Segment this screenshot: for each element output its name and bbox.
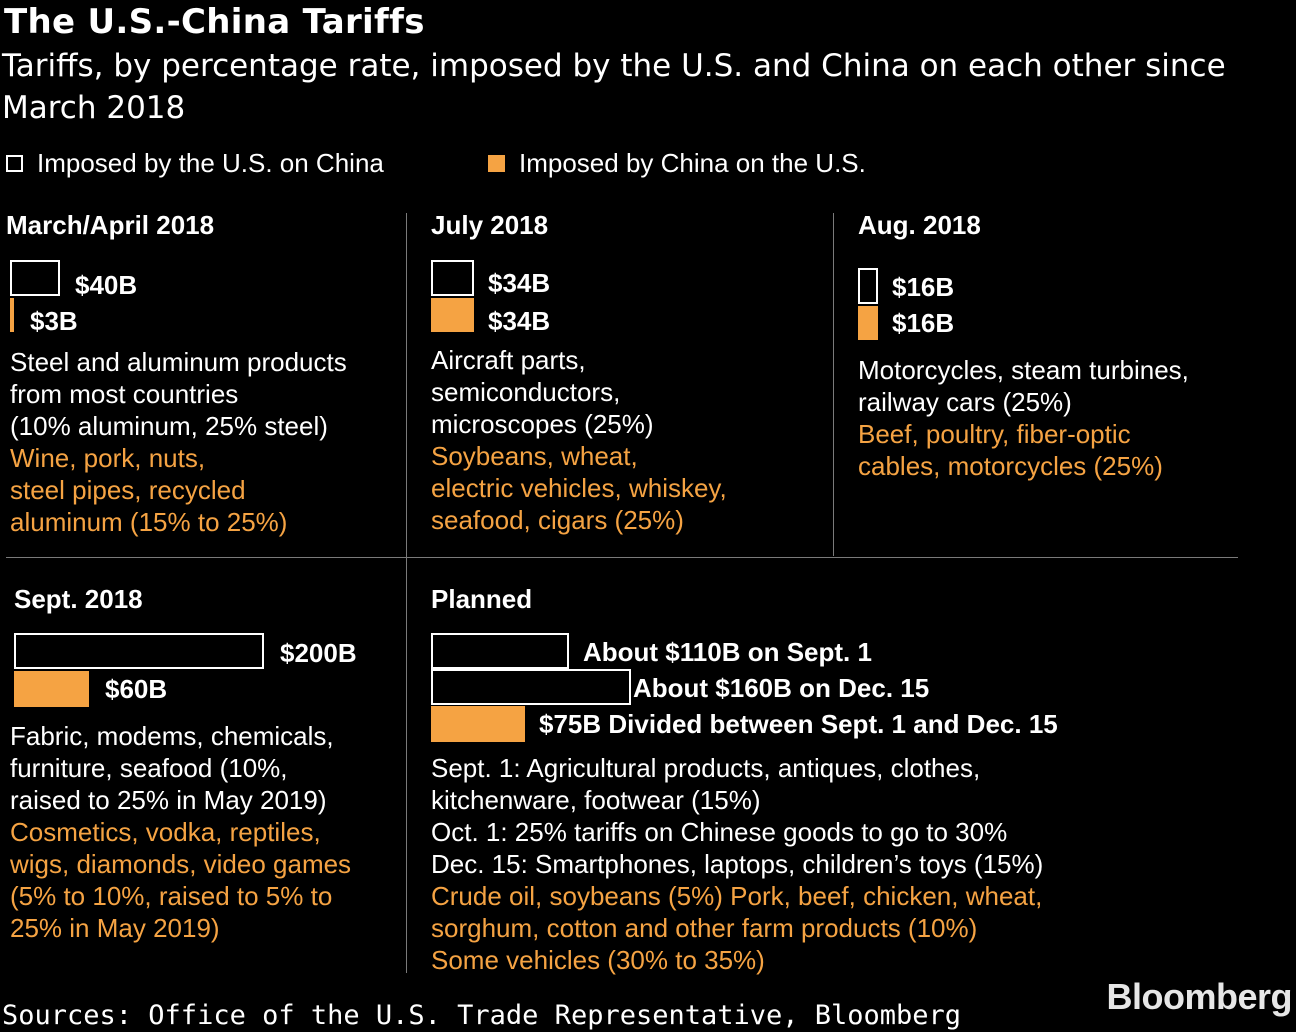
desc-aug-2018: Motorcycles, steam turbines, railway car… [858, 354, 1189, 482]
bar-cn-aug-2018 [858, 306, 878, 340]
desc-cn-line: cables, motorcycles (25%) [858, 451, 1163, 481]
bloomberg-logo: Bloomberg [1106, 976, 1292, 1017]
desc-cn-line: electric vehicles, whiskey, [431, 473, 727, 503]
legend-cn: Imposed by China on the U.S. [488, 148, 866, 179]
desc-cn-line: Some vehicles (30% to 35%) [431, 945, 765, 975]
bar-us-planned-dec-15 [431, 669, 631, 705]
chart-title: The U.S.-China Tariffs [4, 2, 425, 42]
bar-cn-jul-2018 [431, 298, 474, 332]
label-us-aug-2018: $16B [892, 272, 955, 302]
desc-cn-line: Beef, poultry, fiber-optic [858, 419, 1131, 449]
panel-title-jul-2018: July 2018 [431, 210, 549, 240]
label-cn-sep-2018: $60B [105, 674, 168, 704]
desc-us-line: microscopes (25%) [431, 409, 654, 439]
desc-cn-line: Crude oil, soybeans (5%) Pork, beef, chi… [431, 881, 1043, 911]
desc-us-line: semiconductors, [431, 377, 621, 407]
label-us-mar-apr-2018: $40B [75, 270, 138, 300]
desc-us-line: Sept. 1: Agricultural products, antiques… [431, 753, 981, 783]
desc-us-line: railway cars (25%) [858, 387, 1072, 417]
chart-subtitle: Tariffs, by percentage rate, imposed by … [2, 48, 1226, 126]
desc-cn-line: steel pipes, recycled [10, 475, 246, 505]
legend-cn-swatch [488, 155, 505, 172]
divider-col-1 [406, 213, 407, 973]
bar-us-sep-2018 [14, 633, 264, 669]
label-us-planned-dec-15: About $160B on Dec. 15 [633, 673, 930, 703]
label-cn-aug-2018: $16B [892, 308, 955, 338]
legend-us: Imposed by the U.S. on China [6, 148, 384, 179]
label-us-sep-2018: $200B [280, 638, 357, 668]
desc-us-line: Motorcycles, steam turbines, [858, 355, 1189, 385]
bar-us-mar-apr-2018 [10, 260, 60, 296]
desc-us-line: from most countries [10, 379, 239, 409]
source-note: Sources: Office of the U.S. Trade Repres… [2, 1000, 962, 1031]
desc-cn-line: Soybeans, wheat, [431, 441, 638, 471]
label-cn-planned: $75B Divided between Sept. 1 and Dec. 15 [539, 709, 1058, 739]
label-cn-jul-2018: $34B [488, 306, 551, 336]
desc-us-line: kitchenware, footwear (15%) [431, 785, 761, 815]
desc-jul-2018: Aircraft parts, semiconductors, microsco… [431, 344, 727, 536]
legend-us-swatch [6, 155, 23, 172]
desc-us-line: (10% aluminum, 25% steel) [10, 411, 328, 441]
desc-mar-apr-2018: Steel and aluminum products from most co… [10, 346, 347, 538]
desc-us-line: furniture, seafood (10%, [10, 753, 288, 783]
panel-title-mar-apr-2018: March/April 2018 [6, 210, 215, 240]
panel-title-aug-2018: Aug. 2018 [858, 210, 981, 240]
desc-us-line: Oct. 1: 25% tariffs on Chinese goods to … [431, 817, 1008, 847]
desc-cn-line: aluminum (15% to 25%) [10, 507, 288, 537]
label-us-jul-2018: $34B [488, 268, 551, 298]
desc-cn-line: sorghum, cotton and other farm products … [431, 913, 978, 943]
desc-us-line: Aircraft parts, [431, 345, 586, 375]
desc-cn-line: Cosmetics, vodka, reptiles, [10, 817, 321, 847]
legend-us-label: Imposed by the U.S. on China [37, 148, 384, 178]
bar-cn-planned [431, 706, 525, 742]
divider-col-2 [833, 213, 834, 556]
desc-cn-line: (5% to 10%, raised to 5% to [10, 881, 333, 911]
desc-us-line: Fabric, modems, chemicals, [10, 721, 334, 751]
desc-us-line: raised to 25% in May 2019) [10, 785, 327, 815]
legend-cn-label: Imposed by China on the U.S. [519, 148, 866, 178]
desc-cn-line: seafood, cigars (25%) [431, 505, 684, 535]
label-cn-mar-apr-2018: $3B [30, 306, 78, 336]
bar-us-planned-sep-1 [431, 633, 569, 669]
panel-title-sep-2018: Sept. 2018 [14, 584, 143, 614]
bar-us-aug-2018 [858, 268, 878, 304]
desc-cn-line: Wine, pork, nuts, [10, 443, 206, 473]
panel-title-planned: Planned [431, 584, 533, 614]
desc-us-line: Dec. 15: Smartphones, laptops, children’… [431, 849, 1044, 879]
desc-cn-line: 25% in May 2019) [10, 913, 220, 943]
desc-planned: Sept. 1: Agricultural products, antiques… [431, 752, 1043, 976]
desc-sep-2018: Fabric, modems, chemicals, furniture, se… [10, 720, 351, 944]
divider-row [6, 557, 1238, 558]
bar-cn-sep-2018 [14, 671, 89, 707]
desc-us-line: Steel and aluminum products [10, 347, 347, 377]
bar-us-jul-2018 [431, 260, 474, 296]
label-us-planned-sep-1: About $110B on Sept. 1 [583, 637, 872, 667]
bar-cn-mar-apr-2018 [10, 298, 14, 332]
desc-cn-line: wigs, diamonds, video games [10, 849, 352, 879]
